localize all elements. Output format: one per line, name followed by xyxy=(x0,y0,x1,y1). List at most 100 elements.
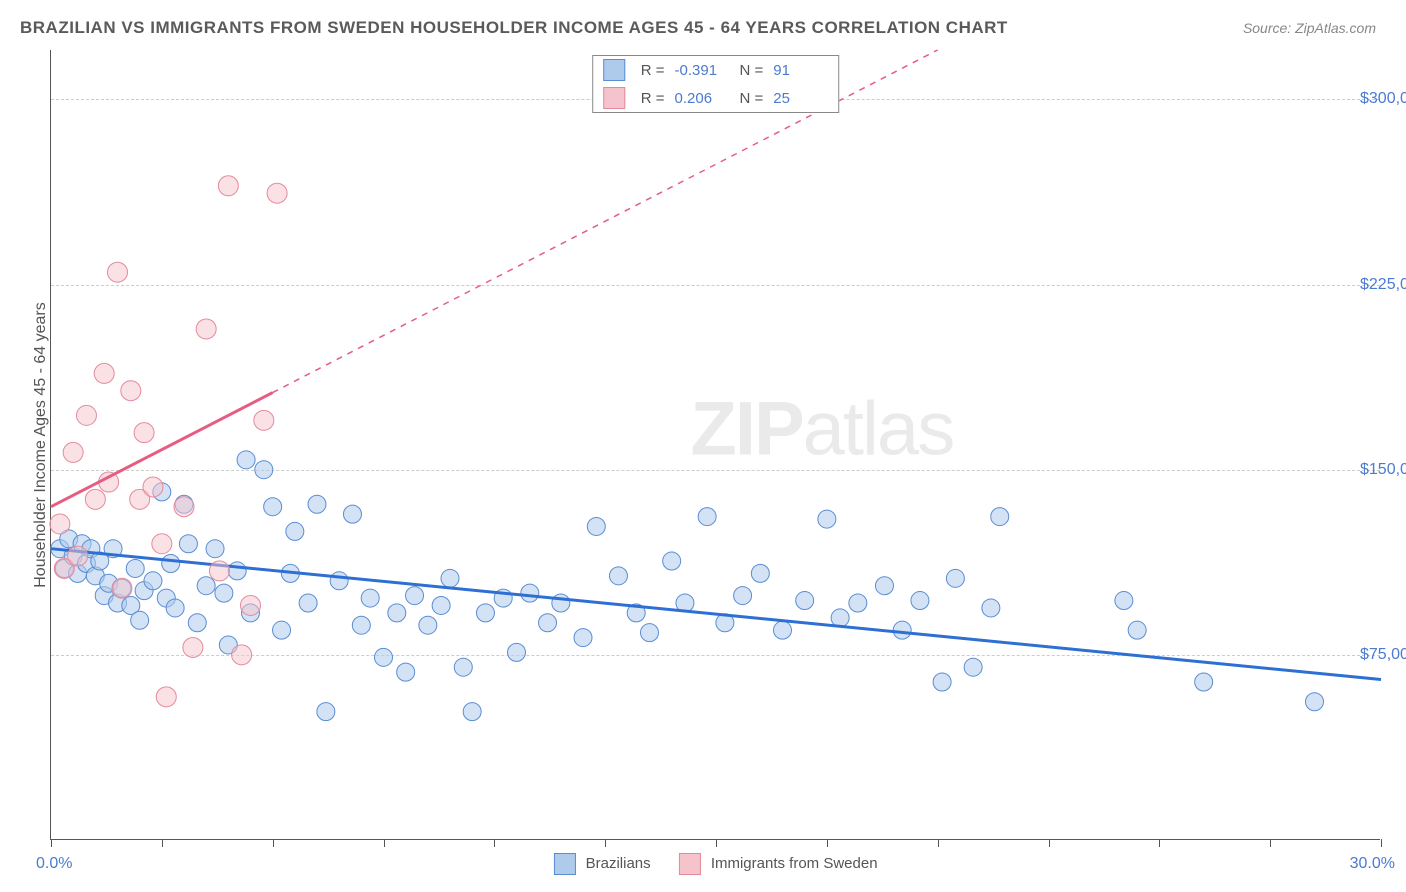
data-point xyxy=(698,508,716,526)
x-tick xyxy=(273,839,274,847)
data-point xyxy=(255,461,273,479)
legend-label: Immigrants from Sweden xyxy=(711,855,878,872)
chart-plot-area: Householder Income Ages 45 - 64 years ZI… xyxy=(50,50,1380,840)
swatch-icon xyxy=(679,853,701,875)
x-tick xyxy=(1270,839,1271,847)
swatch-icon xyxy=(603,87,625,109)
data-point xyxy=(232,645,252,665)
x-tick xyxy=(605,839,606,847)
data-point xyxy=(330,572,348,590)
data-point xyxy=(183,637,203,657)
data-point xyxy=(188,614,206,632)
data-point xyxy=(454,658,472,676)
y-axis-label: Householder Income Ages 45 - 64 years xyxy=(32,302,50,588)
data-point xyxy=(50,514,70,534)
data-point xyxy=(893,621,911,639)
x-axis-max-label: 30.0% xyxy=(1350,855,1395,873)
data-point xyxy=(911,592,929,610)
bottom-legend: Brazilians Immigrants from Sweden xyxy=(553,853,877,875)
x-tick xyxy=(1159,839,1160,847)
data-point xyxy=(587,517,605,535)
data-point xyxy=(406,587,424,605)
data-point xyxy=(196,319,216,339)
data-point xyxy=(215,584,233,602)
legend-item: Immigrants from Sweden xyxy=(679,853,878,875)
scatter-plot-svg xyxy=(51,50,1380,839)
x-tick xyxy=(938,839,939,847)
data-point xyxy=(209,561,229,581)
data-point xyxy=(228,562,246,580)
data-point xyxy=(1306,693,1324,711)
data-point xyxy=(1128,621,1146,639)
chart-title: BRAZILIAN VS IMMIGRANTS FROM SWEDEN HOUS… xyxy=(20,18,1008,38)
data-point xyxy=(264,498,282,516)
data-point xyxy=(179,535,197,553)
data-point xyxy=(463,703,481,721)
data-point xyxy=(94,363,114,383)
data-point xyxy=(68,546,88,566)
x-axis-min-label: 0.0% xyxy=(36,855,72,873)
data-point xyxy=(273,621,291,639)
data-point xyxy=(751,564,769,582)
data-point xyxy=(933,673,951,691)
stats-row: R =0.206 N =25 xyxy=(593,84,839,112)
data-point xyxy=(982,599,1000,617)
data-point xyxy=(849,594,867,612)
data-point xyxy=(432,596,450,614)
data-point xyxy=(174,497,194,517)
x-tick xyxy=(494,839,495,847)
data-point xyxy=(134,423,154,443)
stats-row: R =-0.391 N =91 xyxy=(593,56,839,84)
data-point xyxy=(539,614,557,632)
data-point xyxy=(299,594,317,612)
data-point xyxy=(609,567,627,585)
data-point xyxy=(388,604,406,622)
data-point xyxy=(131,611,149,629)
data-point xyxy=(317,703,335,721)
data-point xyxy=(476,604,494,622)
data-point xyxy=(875,577,893,595)
data-point xyxy=(831,609,849,627)
data-point xyxy=(419,616,437,634)
data-point xyxy=(552,594,570,612)
data-point xyxy=(946,569,964,587)
data-point xyxy=(991,508,1009,526)
x-tick xyxy=(827,839,828,847)
data-point xyxy=(796,592,814,610)
data-point xyxy=(156,687,176,707)
data-point xyxy=(76,405,96,425)
data-point xyxy=(1195,673,1213,691)
legend-label: Brazilians xyxy=(586,855,651,872)
x-tick xyxy=(51,839,52,847)
data-point xyxy=(1115,592,1133,610)
data-point xyxy=(112,578,132,598)
data-point xyxy=(397,663,415,681)
data-point xyxy=(143,477,163,497)
x-tick xyxy=(1049,839,1050,847)
data-point xyxy=(267,183,287,203)
data-point xyxy=(818,510,836,528)
data-point xyxy=(121,381,141,401)
source-attribution: Source: ZipAtlas.com xyxy=(1243,20,1376,36)
data-point xyxy=(964,658,982,676)
data-point xyxy=(663,552,681,570)
correlation-stats-box: R =-0.391 N =91 R =0.206 N =25 xyxy=(592,55,840,113)
data-point xyxy=(343,505,361,523)
data-point xyxy=(218,176,238,196)
data-point xyxy=(574,629,592,647)
data-point xyxy=(774,621,792,639)
swatch-icon xyxy=(603,59,625,81)
x-tick xyxy=(384,839,385,847)
legend-item: Brazilians xyxy=(553,853,650,875)
data-point xyxy=(254,410,274,430)
data-point xyxy=(286,522,304,540)
data-point xyxy=(641,624,659,642)
data-point xyxy=(237,451,255,469)
data-point xyxy=(308,495,326,513)
data-point xyxy=(441,569,459,587)
data-point xyxy=(162,555,180,573)
data-point xyxy=(734,587,752,605)
data-point xyxy=(521,584,539,602)
data-point xyxy=(352,616,370,634)
data-point xyxy=(85,489,105,509)
